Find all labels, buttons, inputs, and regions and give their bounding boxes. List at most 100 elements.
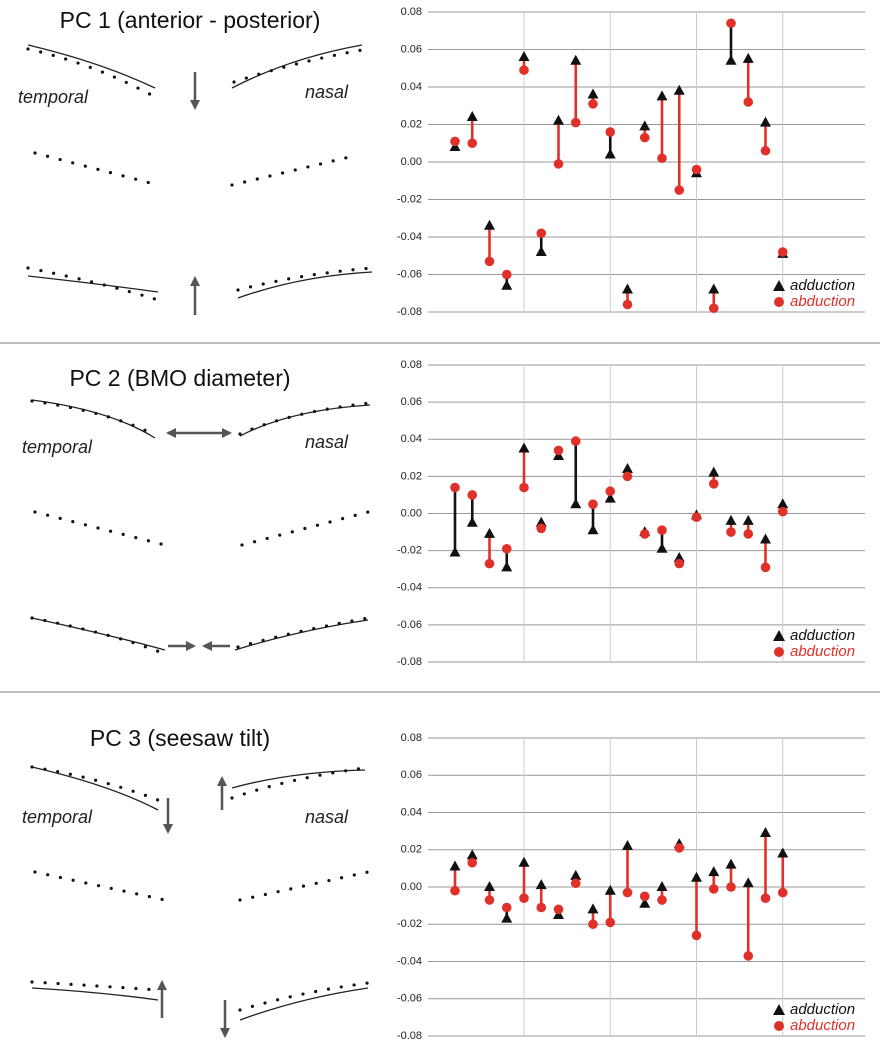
- abduction-marker: [691, 512, 702, 523]
- y-tick-label: 0.06: [401, 769, 422, 781]
- dots: [238, 981, 370, 1012]
- adduction-marker: [570, 869, 582, 880]
- dots: [33, 870, 167, 902]
- legend-marker: [774, 647, 784, 657]
- adduction-marker: [708, 466, 720, 477]
- chart: -0.08 -0.06 -0.04 -0.02 0.00 0.02 0.04 0.06 0.08…: [397, 6, 865, 318]
- abduction-marker: [605, 486, 616, 497]
- abduction-marker: [657, 895, 667, 905]
- y-tick-label: -0.04: [397, 231, 422, 243]
- legend-label: abduction: [790, 643, 855, 660]
- y-tick-label: -0.06: [397, 268, 422, 280]
- abduction-marker: [622, 887, 633, 898]
- y-tick-label: 0.00: [401, 507, 422, 519]
- abduction-marker: [639, 529, 650, 539]
- adduction-marker: [449, 546, 461, 557]
- y-tick-label: 0.02: [401, 470, 422, 482]
- adduction-marker: [622, 283, 633, 294]
- abduction-marker: [743, 529, 754, 539]
- adduction-marker: [484, 219, 495, 230]
- abduction-marker: [450, 136, 460, 147]
- abduction-marker: [743, 97, 754, 107]
- abduction-marker: [570, 117, 581, 128]
- abduction-marker: [484, 558, 495, 569]
- abduction-marker: [536, 228, 547, 239]
- adduction-marker: [622, 462, 633, 473]
- curve: [231, 769, 366, 789]
- adduction-marker: [535, 879, 547, 890]
- adduction-marker: [604, 884, 616, 895]
- adduction-marker: [484, 881, 495, 891]
- dots: [30, 765, 160, 802]
- diagram-title: PC 2 (BMO diameter): [69, 365, 290, 391]
- adduction-marker: [691, 871, 702, 882]
- dots: [236, 266, 374, 292]
- adduction-marker: [656, 90, 668, 101]
- abduction-marker: [622, 471, 633, 482]
- adduction-marker: [587, 524, 599, 535]
- abduction-marker: [674, 843, 685, 853]
- y-tick-label: -0.08: [397, 1030, 422, 1042]
- y-tick-label: 0.00: [401, 156, 422, 168]
- diagram-title: PC 3 (seesaw tilt): [90, 725, 270, 751]
- dots: [230, 153, 360, 187]
- adduction-marker: [535, 246, 547, 256]
- adduction-marker: [518, 442, 530, 453]
- y-tick-label: 0.08: [401, 732, 422, 744]
- dots: [33, 510, 167, 547]
- legend-marker: [774, 297, 784, 307]
- adduction-marker: [673, 84, 685, 95]
- adduction-marker: [466, 849, 478, 860]
- abduction-marker: [605, 127, 616, 137]
- abduction-marker: [726, 882, 736, 892]
- y-tick-label: -0.06: [397, 993, 422, 1005]
- y-tick-label: -0.04: [397, 582, 422, 594]
- curve: [31, 766, 159, 811]
- abduction-marker: [622, 299, 633, 310]
- side-label: temporal: [22, 807, 93, 827]
- curve: [27, 44, 156, 89]
- abduction-marker: [708, 303, 719, 314]
- y-tick-label: 0.04: [401, 806, 422, 818]
- abduction-marker: [760, 893, 771, 903]
- dots: [238, 870, 370, 902]
- abduction-marker: [484, 256, 495, 267]
- adduction-marker: [553, 114, 564, 125]
- abduction-marker: [588, 99, 598, 109]
- adduction-marker: [639, 120, 651, 131]
- legend-marker: [773, 1004, 785, 1015]
- legend-label: adduction: [790, 1001, 855, 1018]
- adduction-marker: [449, 860, 461, 871]
- abduction-marker: [708, 479, 719, 489]
- adduction-marker: [656, 881, 668, 891]
- adduction-marker: [535, 516, 547, 527]
- abduction-marker: [501, 543, 512, 554]
- abduction-marker: [777, 506, 788, 517]
- abduction-marker: [726, 527, 736, 537]
- dots: [30, 616, 162, 654]
- adduction-marker: [484, 527, 495, 538]
- adduction-marker: [708, 283, 720, 294]
- abduction-marker: [501, 269, 512, 280]
- diagram-title: PC 1 (anterior - posterior): [60, 7, 321, 33]
- adduction-marker: [708, 866, 720, 877]
- dots: [240, 510, 370, 547]
- abduction-marker: [553, 904, 564, 915]
- adduction-marker: [760, 826, 771, 837]
- abduction-marker: [726, 18, 736, 29]
- abduction-marker: [570, 878, 581, 889]
- adduction-marker: [570, 54, 582, 65]
- y-tick-label: 0.00: [401, 881, 422, 893]
- abduction-marker: [657, 153, 667, 164]
- abduction-marker: [691, 164, 702, 175]
- legend-marker: [774, 1021, 784, 1031]
- legend-marker: [773, 280, 785, 291]
- dots: [33, 151, 160, 187]
- abduction-marker: [450, 885, 460, 896]
- abduction-marker: [519, 482, 529, 493]
- adduction-marker: [501, 561, 513, 572]
- abduction-marker: [553, 159, 564, 169]
- adduction-marker: [777, 847, 789, 858]
- y-tick-label: -0.08: [397, 656, 422, 668]
- curve: [31, 399, 156, 439]
